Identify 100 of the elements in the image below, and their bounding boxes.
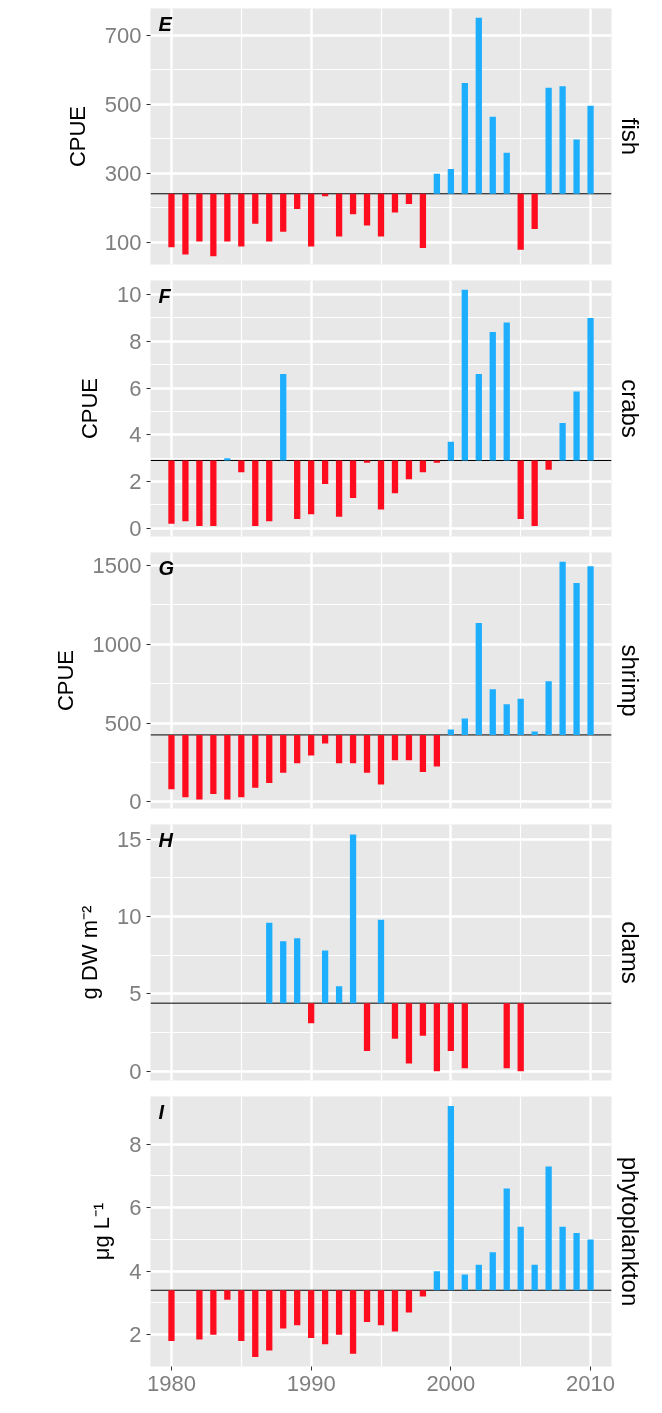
bar <box>503 322 510 461</box>
bar <box>266 193 273 242</box>
bar <box>433 1003 441 1072</box>
bar <box>168 460 175 524</box>
bar <box>447 441 454 461</box>
bar <box>182 193 189 255</box>
bar <box>363 734 371 773</box>
bar <box>266 734 273 783</box>
bar <box>349 1290 357 1354</box>
bar <box>252 734 259 788</box>
bar <box>349 460 357 498</box>
bar <box>252 1290 259 1357</box>
bar <box>168 734 175 790</box>
bar <box>377 460 385 510</box>
bar <box>252 193 259 224</box>
bar <box>489 331 496 461</box>
bar <box>503 1003 510 1069</box>
bar <box>224 1290 231 1300</box>
bar <box>447 1003 454 1052</box>
bar <box>545 460 552 470</box>
bar <box>363 1003 371 1052</box>
text: phytoplankton <box>616 1156 644 1307</box>
y-tick-label: 0 <box>129 515 142 541</box>
bar <box>447 1106 454 1291</box>
bar <box>517 1226 524 1291</box>
bar <box>196 734 203 800</box>
y-axis-title: CPUE <box>52 649 78 712</box>
bar <box>280 374 287 461</box>
bar <box>210 193 217 257</box>
bar <box>559 561 566 735</box>
bar <box>280 193 287 232</box>
bar <box>168 1290 175 1342</box>
bar <box>308 1003 315 1024</box>
bar <box>559 1226 566 1291</box>
bar <box>224 458 231 461</box>
bar <box>377 193 385 237</box>
bar <box>461 289 468 461</box>
bar <box>531 460 538 526</box>
bar <box>503 152 510 194</box>
bar <box>377 919 385 1004</box>
bar <box>517 460 524 519</box>
y-tick-label: 500 <box>104 91 142 117</box>
text: fish <box>616 117 644 156</box>
x-tick-label: 1990 <box>286 1370 336 1396</box>
bar <box>377 1290 385 1326</box>
bar <box>377 734 385 785</box>
bar <box>419 734 427 772</box>
bar <box>461 83 468 194</box>
bar <box>559 86 566 194</box>
bar <box>475 623 482 735</box>
bar <box>308 460 315 515</box>
annotation: E <box>158 12 173 35</box>
bar <box>405 460 413 480</box>
y-tick-label: 10 <box>117 904 142 930</box>
y-tick-label: 10 <box>117 282 142 308</box>
bar <box>489 689 496 735</box>
bar <box>391 1003 399 1039</box>
bar <box>391 1290 399 1332</box>
bar <box>517 1003 524 1072</box>
y-axis-title: g DW m⁻² <box>77 905 103 1000</box>
bar <box>196 1290 203 1340</box>
bar <box>489 1252 496 1291</box>
bar <box>224 734 231 800</box>
bar <box>238 734 245 798</box>
bar <box>363 1290 371 1323</box>
y-tick-label: 100 <box>104 229 142 255</box>
bar <box>349 734 357 764</box>
y-tick-label: 700 <box>104 22 142 48</box>
bar <box>587 566 594 735</box>
bar <box>503 1188 510 1291</box>
bar <box>349 193 357 215</box>
bar <box>210 460 217 526</box>
bar <box>294 1290 301 1326</box>
bar <box>405 193 413 205</box>
bar <box>489 116 496 194</box>
bar <box>321 460 329 484</box>
y-tick-label: 2 <box>129 1322 142 1348</box>
bar <box>196 193 203 242</box>
bar <box>587 105 594 194</box>
y-tick-label: 1500 <box>92 553 142 579</box>
bar <box>419 460 427 473</box>
bar <box>335 1290 343 1335</box>
x-tick-label: 2000 <box>426 1370 476 1396</box>
bar <box>573 139 580 194</box>
bar <box>238 193 245 247</box>
annotation: I <box>158 1100 165 1123</box>
y-tick-label: 4 <box>129 422 142 448</box>
bar <box>419 1290 427 1297</box>
bar <box>391 734 399 761</box>
y-tick-label: 0 <box>129 1058 142 1084</box>
bar <box>545 681 552 735</box>
bar <box>545 87 552 194</box>
bar <box>517 698 524 735</box>
bar <box>182 460 189 522</box>
bar <box>224 193 231 242</box>
bar <box>461 1003 468 1069</box>
bar <box>405 1003 413 1064</box>
annotation: G <box>158 556 175 579</box>
bar <box>308 1290 315 1338</box>
y-tick-label: 5 <box>129 981 142 1007</box>
